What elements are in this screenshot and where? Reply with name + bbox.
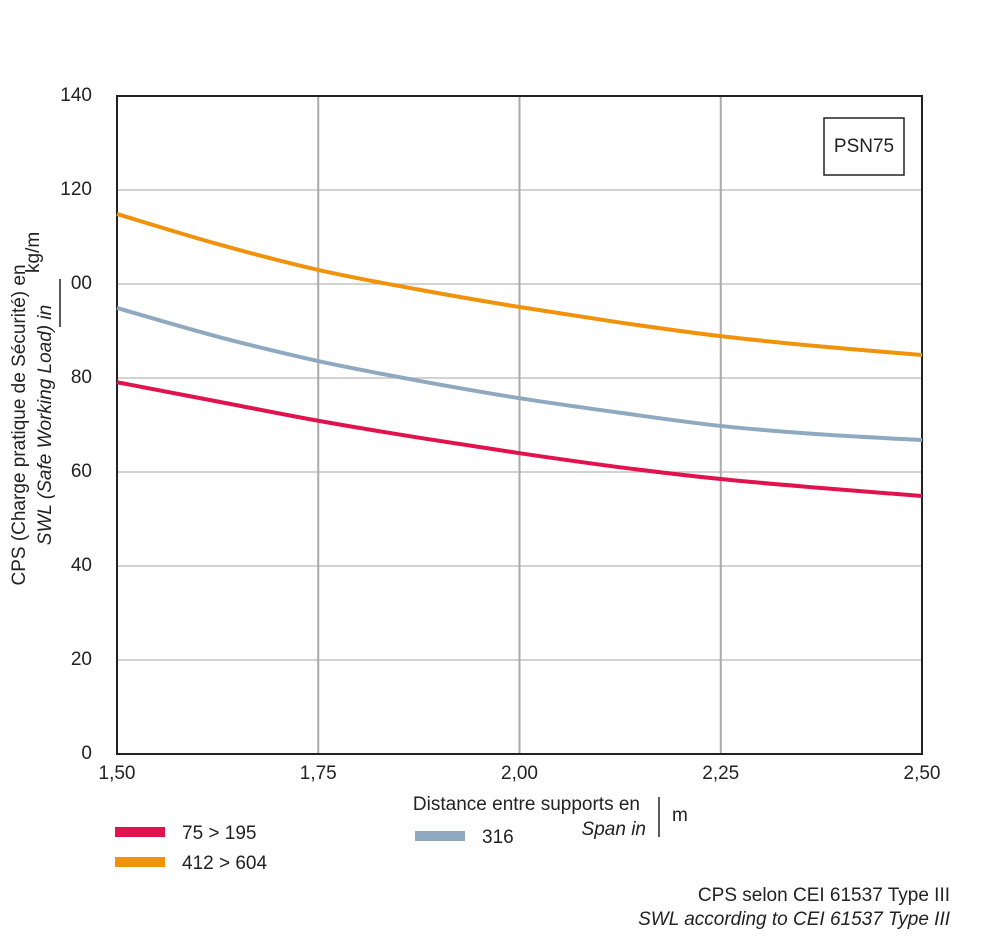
legend-swatch xyxy=(115,827,165,837)
line xyxy=(116,212,923,357)
legend-swatch xyxy=(115,857,165,867)
legend-label: 316 xyxy=(482,827,514,848)
y-unit: kg/m xyxy=(23,232,44,273)
line xyxy=(116,306,923,443)
y-tick-label: 80 xyxy=(71,367,92,388)
x-tick-label: 2,50 xyxy=(904,763,941,784)
y-tick-label: 40 xyxy=(71,555,92,576)
x-tick-label: 2,00 xyxy=(501,763,538,784)
plot-frame xyxy=(116,95,923,755)
x-tick-label: 1,50 xyxy=(99,763,136,784)
x-tick-label: 1,75 xyxy=(300,763,337,784)
legend-label: 75 > 195 xyxy=(182,823,257,844)
y-tick-label: 120 xyxy=(60,179,92,200)
x-label: Distance entre supports en xyxy=(413,794,640,815)
y-tick-label: 60 xyxy=(71,461,92,482)
y-label: CPS (Charge pratique de Sécurité) en xyxy=(9,264,30,585)
footnote: CPS selon CEI 61537 Type III xyxy=(698,885,950,906)
y-tick-label: 0 xyxy=(81,743,92,764)
y-tick-label: 00 xyxy=(71,273,92,294)
annotation: PSN75 xyxy=(834,136,894,157)
legend-label: 412 > 604 xyxy=(182,853,267,874)
x-label-sub: Span in xyxy=(582,819,646,840)
legend-swatch xyxy=(415,831,465,841)
y-axis-title: CPS (Charge pratique de Sécurité) en SWL… xyxy=(9,232,61,586)
annotation-box xyxy=(823,117,905,176)
x-tick-label: 2,25 xyxy=(702,763,739,784)
line xyxy=(116,380,923,498)
y-label-sub: SWL (Safe Working Load) in xyxy=(35,305,56,545)
footnote: SWL according to CEI 61537 Type III xyxy=(638,909,951,930)
y-tick-label: 20 xyxy=(71,649,92,670)
y-tick-label: 140 xyxy=(60,85,92,106)
x-unit: m xyxy=(672,805,688,826)
